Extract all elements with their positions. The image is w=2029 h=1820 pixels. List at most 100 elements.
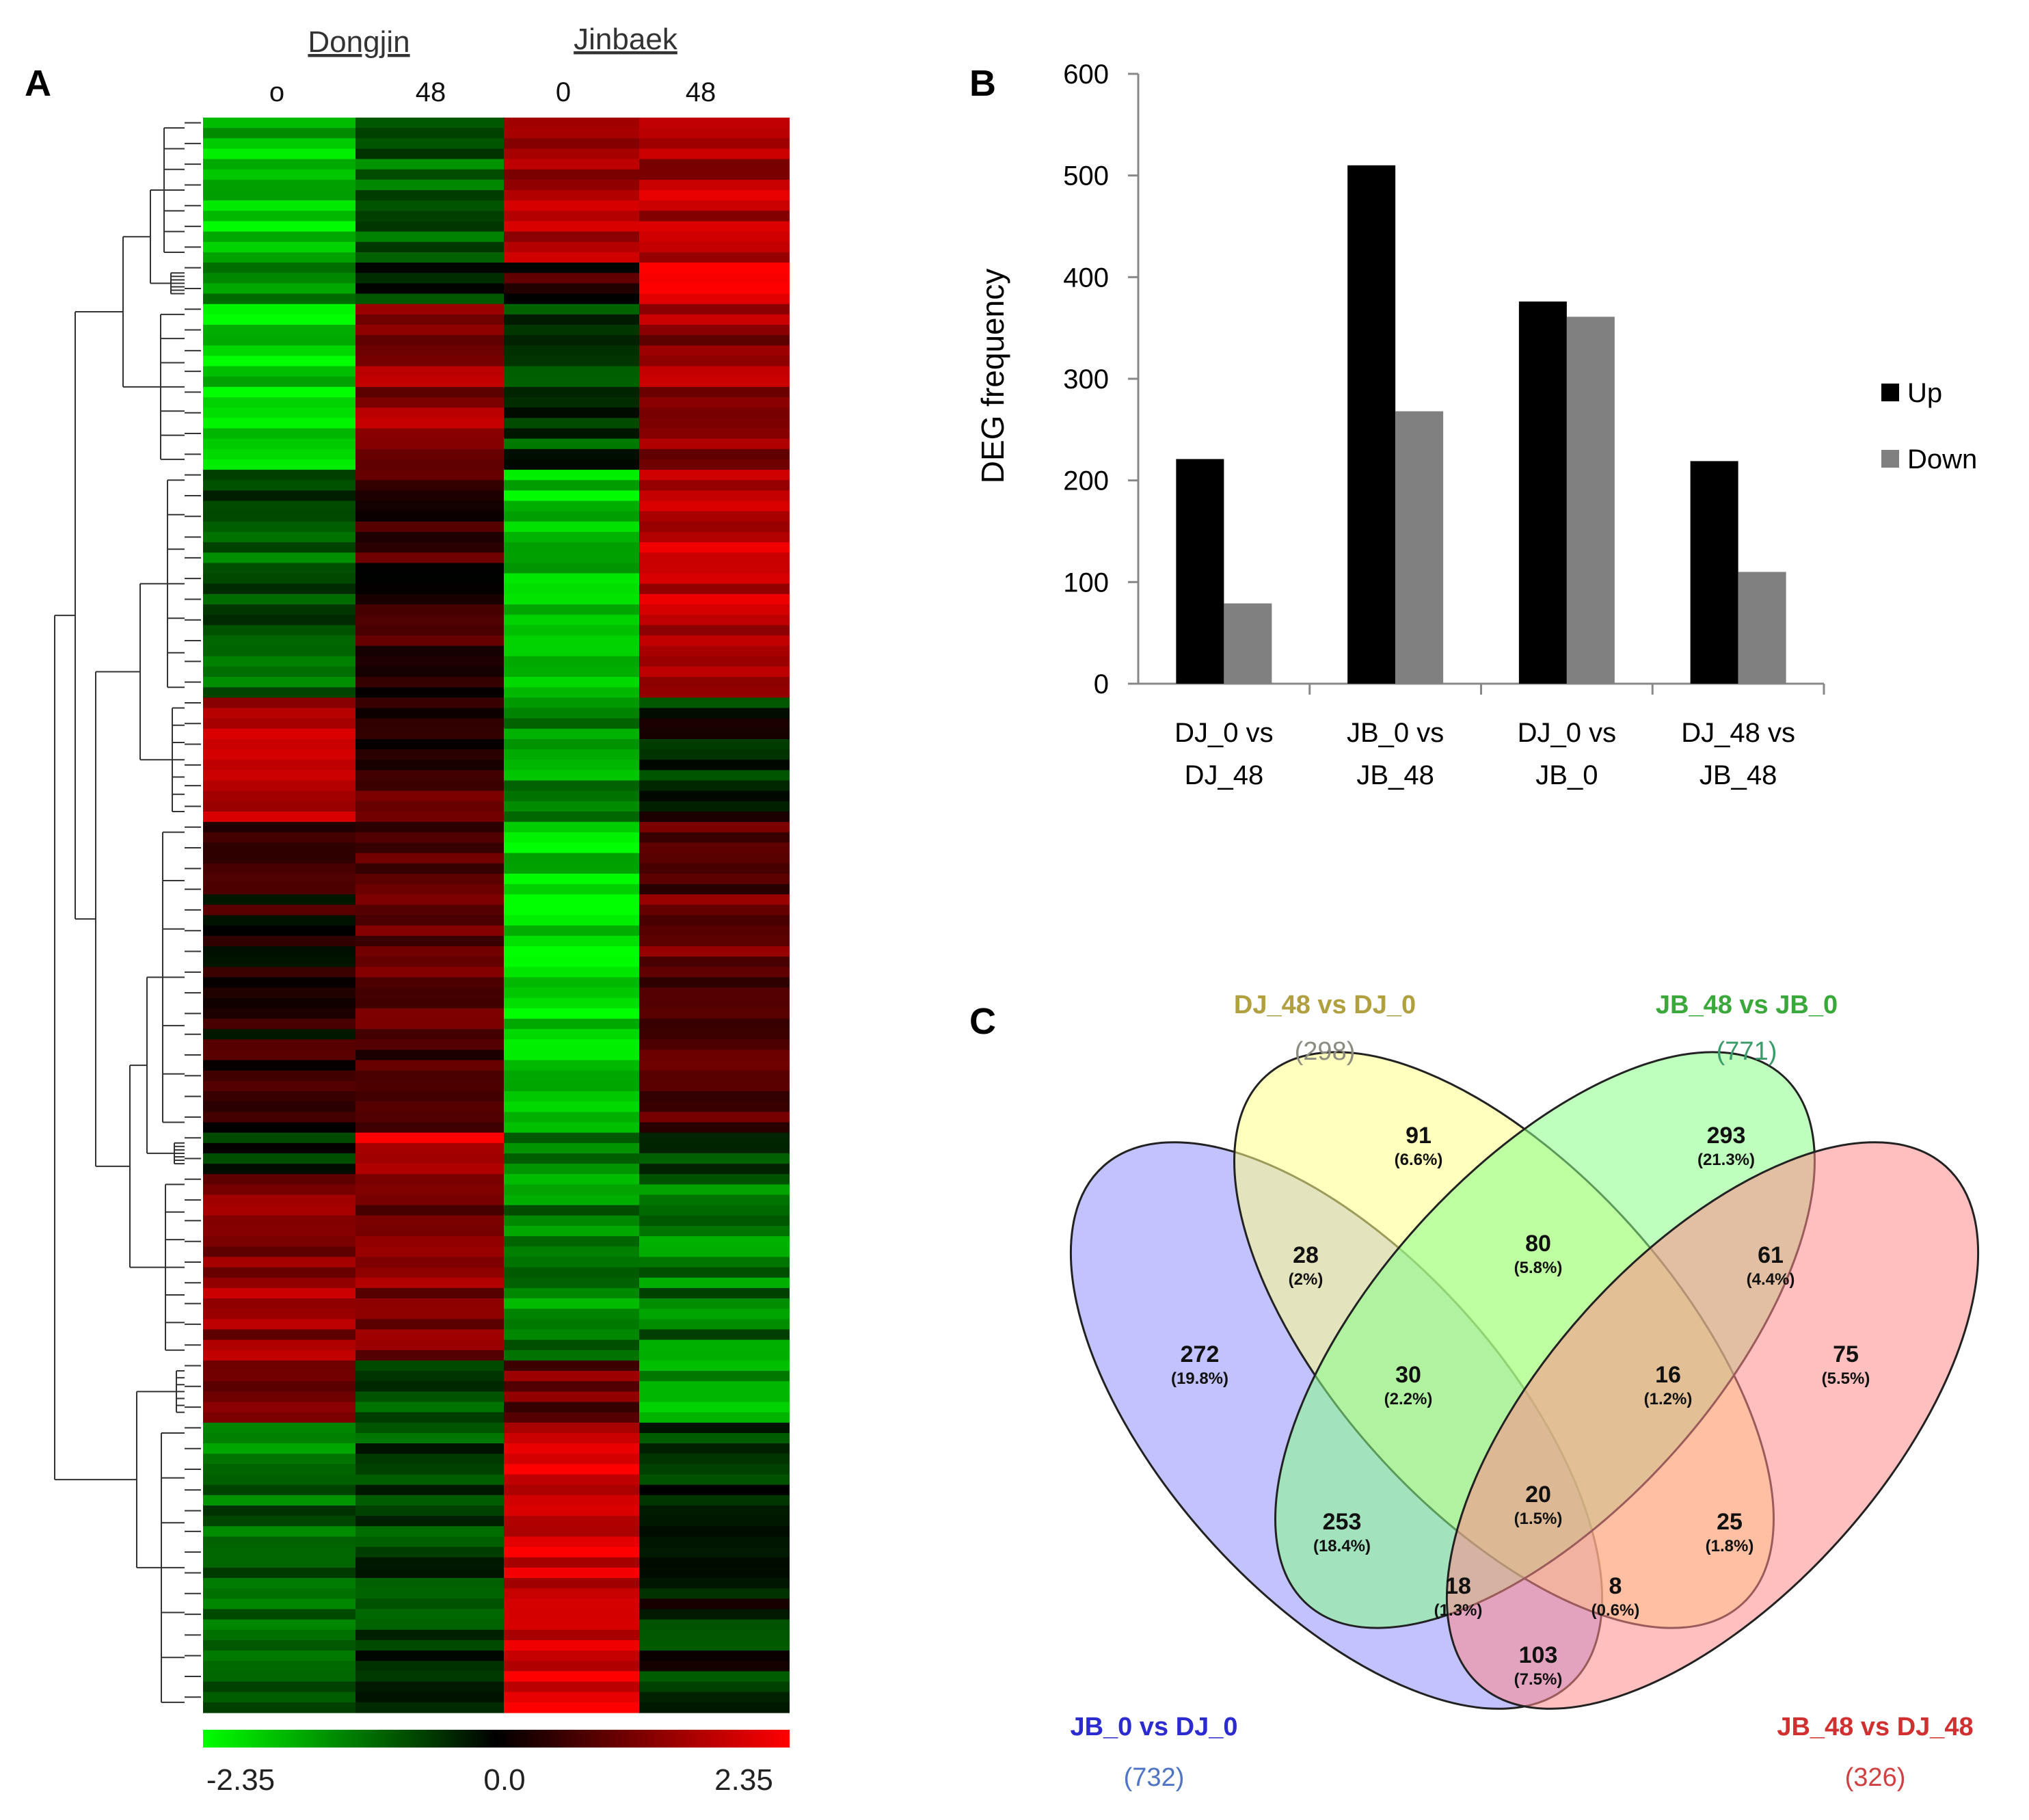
heatmap-cell xyxy=(639,1298,790,1309)
heatmap-cell xyxy=(355,1588,504,1599)
heatmap-cell xyxy=(639,1319,790,1330)
heatmap-cell xyxy=(355,1215,504,1227)
heatmap-cell xyxy=(639,842,790,854)
heatmap-cell xyxy=(504,1350,639,1361)
heatmap-cell xyxy=(639,1454,790,1465)
heatmap-cell xyxy=(504,635,639,647)
venn-set-name-jb48-vs-jb0: JB_48 vs JB_0 xyxy=(1656,991,1838,1019)
heatmap-cell xyxy=(203,179,355,191)
heatmap-cell xyxy=(639,1329,790,1341)
heatmap-cell xyxy=(355,645,504,657)
venn-region-count: 75 xyxy=(1833,1341,1859,1367)
venn-region-count: 30 xyxy=(1395,1362,1421,1388)
heatmap-cell xyxy=(639,1339,790,1351)
heatmap-cell xyxy=(203,490,355,502)
heatmap-cell xyxy=(639,790,790,802)
heatmap-cell xyxy=(504,1578,639,1589)
heatmap-cell xyxy=(639,263,790,273)
heatmap-cell xyxy=(203,1661,355,1672)
heatmap-cell xyxy=(355,635,504,647)
heatmap-cell xyxy=(203,645,355,657)
heatmap-cell xyxy=(504,190,639,201)
heatmap-cell xyxy=(203,1339,355,1351)
heatmap-cell xyxy=(355,1661,504,1672)
heatmap-cell xyxy=(639,1236,790,1247)
heatmap-cell xyxy=(639,521,790,533)
heatmap-cell xyxy=(504,1060,639,1071)
heatmap-cell xyxy=(355,221,504,232)
heatmap-cell xyxy=(355,190,504,201)
heatmap-cell xyxy=(203,770,355,781)
heatmap-cell xyxy=(504,687,639,698)
heatmap-cell xyxy=(355,241,504,253)
heatmap-cell xyxy=(203,842,355,854)
heatmap-cell xyxy=(639,128,790,139)
heatmap-cell xyxy=(203,987,355,999)
heatmap-cell xyxy=(639,1018,790,1030)
heatmap-cell xyxy=(639,728,790,740)
heatmap-cell xyxy=(203,356,355,367)
heatmap-cell xyxy=(355,345,504,357)
heatmap-cell xyxy=(639,1008,790,1019)
heatmap-cell xyxy=(355,1205,504,1216)
heatmap-cell xyxy=(355,967,504,978)
heatmap-cell xyxy=(639,1484,790,1496)
heatmap-cell xyxy=(639,1640,790,1651)
heatmap-cell xyxy=(639,1174,790,1185)
heatmap-cell xyxy=(203,812,355,822)
heatmap-cell xyxy=(203,1194,355,1206)
heatmap-cell xyxy=(203,935,355,947)
heatmap-cell xyxy=(203,1536,355,1548)
heatmap-cell xyxy=(639,449,790,460)
y-tick-label: 100 xyxy=(1063,567,1109,598)
heatmap-cell xyxy=(504,1018,639,1030)
heatmap-colorbar xyxy=(203,1730,790,1748)
bar-up-1 xyxy=(1176,459,1224,684)
heatmap-cell xyxy=(355,666,504,678)
heatmap-cell xyxy=(639,1650,790,1661)
bar-chart-category-labels: DJ_0 vs DJ_48 JB_0 vs JB_48 DJ_0 vs JB_0 DJ_48… xyxy=(1174,684,1825,790)
heatmap-cell xyxy=(355,770,504,781)
heatmap-cell xyxy=(203,1567,355,1579)
heatmap-cell xyxy=(639,231,790,243)
heatmap-cell xyxy=(203,801,355,812)
heatmap-cell xyxy=(639,356,790,367)
heatmap-cell xyxy=(639,1516,790,1527)
heatmap-cell xyxy=(504,179,639,191)
heatmap-cell xyxy=(203,1049,355,1061)
heatmap-cell xyxy=(355,604,504,615)
heatmap-cell xyxy=(504,1619,639,1631)
heatmap-cell xyxy=(355,1381,504,1392)
heatmap-cell xyxy=(355,873,504,885)
heatmap-cell xyxy=(639,812,790,822)
heatmap-cell xyxy=(504,304,639,315)
heatmap-cell xyxy=(355,1422,504,1434)
venn-region-count: 253 xyxy=(1323,1509,1362,1535)
heatmap-cell xyxy=(203,894,355,905)
heatmap-cell xyxy=(504,1246,639,1258)
heatmap-cell xyxy=(504,1402,639,1413)
bar-up-4 xyxy=(1690,461,1738,684)
venn-ellipse-jb48-vs-dj48 xyxy=(1445,1141,1980,1710)
heatmap-cell xyxy=(355,935,504,947)
heatmap-cell xyxy=(355,1371,504,1382)
heatmap-cell xyxy=(355,552,504,564)
heatmap-cell xyxy=(639,273,790,284)
heatmap-cell xyxy=(203,273,355,284)
heatmap-cell xyxy=(504,925,639,937)
heatmap-cell xyxy=(355,252,504,263)
bar-down-1 xyxy=(1224,603,1272,684)
heatmap-cell xyxy=(355,563,504,574)
heatmap-cell xyxy=(504,231,639,243)
heatmap-cell xyxy=(203,905,355,916)
heatmap-cell xyxy=(355,1402,504,1413)
heatmap-cell xyxy=(203,438,355,450)
heatmap-cell xyxy=(355,231,504,243)
heatmap-cell xyxy=(203,956,355,967)
colorbar-tick-min: -2.35 xyxy=(206,1763,275,1797)
heatmap-cell xyxy=(203,190,355,201)
heatmap-cell xyxy=(504,822,639,833)
heatmap-cell xyxy=(355,738,504,750)
heatmap-cell xyxy=(203,1381,355,1392)
